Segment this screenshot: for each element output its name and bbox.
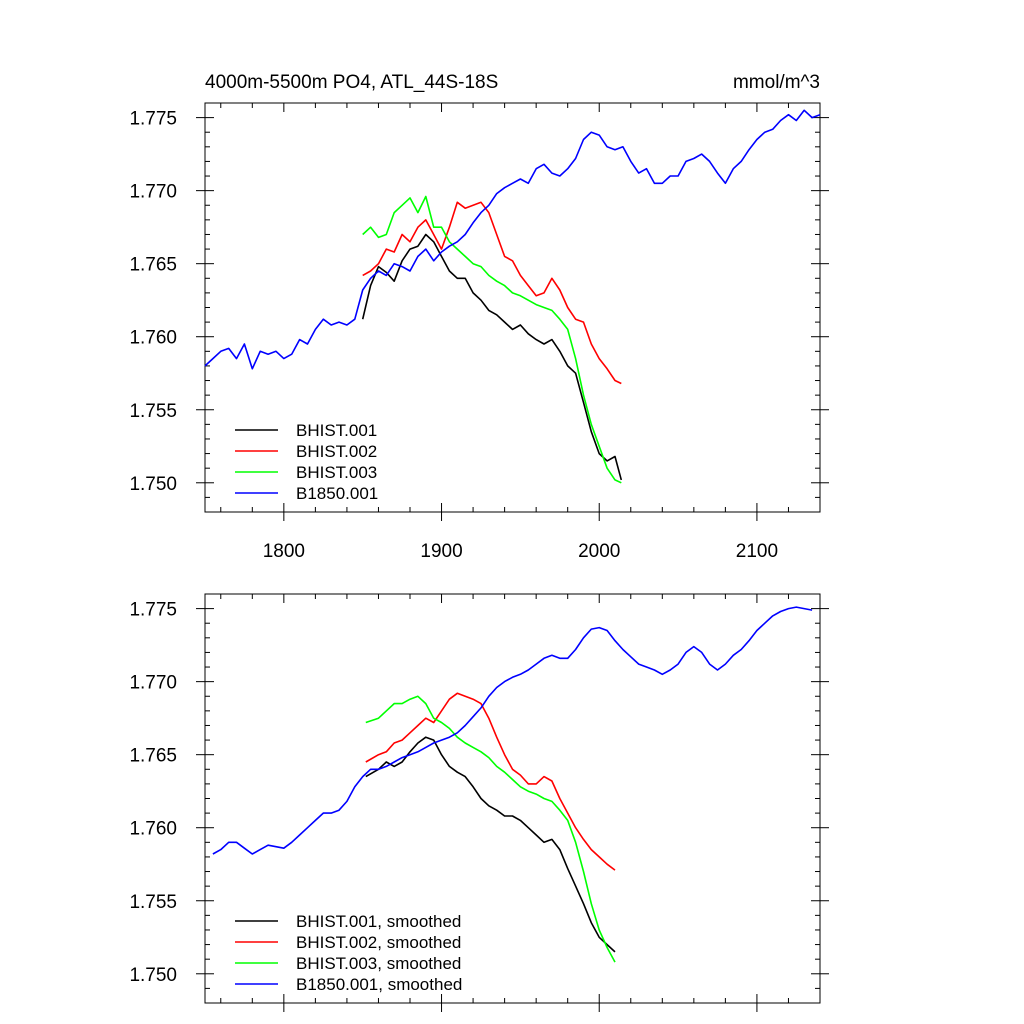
bottom-plot-area: 1.750 1.755 1.760 1.765 1.770 1.775 BHIST.001,… [129,593,829,1012]
top-plot-area: 1800 1900 2000 2100 1.750 1.755 1.760 1.765 1.77… [129,102,829,562]
series-line-0 [365,736,616,953]
y-tick-label: 1.770 [129,673,177,694]
y-tick-label: 1.755 [129,892,177,913]
y-tick-label: 1.770 [129,182,177,203]
chart-title: 4000m-5500m PO4, ATL_44S-18S [205,72,498,93]
y-tick-label: 1.775 [129,600,177,621]
series-line-1 [365,692,616,871]
x-tick-label: 1800 [263,541,305,562]
legend-label: BHIST.003, smoothed [296,954,461,973]
y-tick-label: 1.765 [129,746,177,767]
y-tick-label: 1.765 [129,255,177,276]
legend-label: BHIST.001 [296,421,377,440]
legend-label: B1850.001, smoothed [296,975,462,994]
series-line-2 [365,695,616,963]
legend-label: BHIST.001, smoothed [296,912,461,931]
series-line-0 [361,233,623,481]
series-line-1 [362,201,622,385]
y-tick-label: 1.760 [129,819,177,840]
y-tick-label: 1.775 [129,109,177,130]
x-tick-label: 2000 [578,541,620,562]
bottom-chart-panel: 1.750 1.755 1.760 1.765 1.770 1.775 BHIST.001,… [129,593,829,1012]
series-line-2 [362,195,622,484]
y-tick-label: 1.755 [129,401,177,422]
y-tick-label: 1.750 [129,965,177,986]
y-tick-label: 1.760 [129,328,177,349]
top-chart-panel: 4000m-5500m PO4, ATL_44S-18S mmol/m^3 18… [129,72,829,562]
chart-units: mmol/m^3 [733,72,820,93]
y-tick-label: 1.750 [129,474,177,495]
legend-label: BHIST.002, smoothed [296,933,461,952]
series-line-3 [212,606,813,855]
legend-label: B1850.001 [296,484,378,503]
series-line-3 [204,109,821,370]
legend-label: BHIST.002 [296,442,377,461]
legend-label: BHIST.003 [296,463,377,482]
x-tick-label: 2100 [736,541,778,562]
x-tick-label: 1900 [420,541,462,562]
